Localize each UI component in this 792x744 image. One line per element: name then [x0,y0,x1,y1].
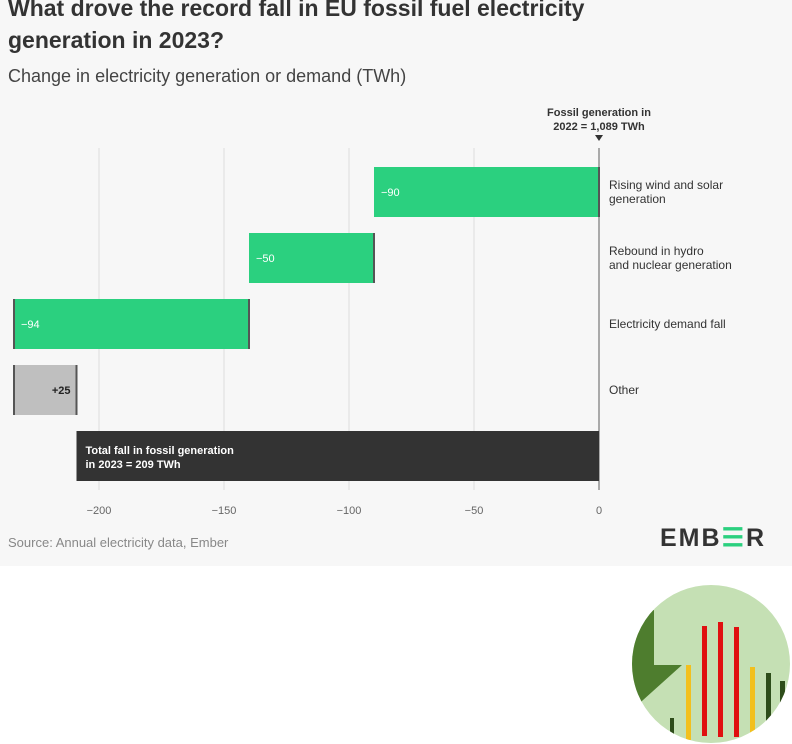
bar [76,431,599,481]
bar [374,167,599,217]
bar [249,233,374,283]
start-annotation-line: 2022 = 1,089 TWh [553,121,645,133]
category-label: Rebound in hydro and nuclear generation [609,244,732,272]
category-label-line: Rebound in hydro [609,244,704,258]
bar-value-label: −50 [256,253,275,265]
bar [14,299,249,349]
logo-text: R [745,524,767,552]
category-label: Other [609,383,639,397]
x-tick-label: −100 [337,505,362,517]
category-label-line: Electricity demand fall [609,317,726,331]
logo-e-icon: ☰ [721,524,746,552]
bar-value-label: −94 [21,319,40,331]
x-tick-label: −200 [87,505,112,517]
start-annotation-line: Fossil generation in [547,107,651,119]
bar-value-label: −90 [381,187,400,199]
chart-title: What drove the record fall in EU fossil … [8,0,585,53]
category-label: Rising wind and solar generation [609,178,723,206]
start-annotation: Fossil generation in 2022 = 1,089 TWh [520,106,678,134]
category-label-line: Rising wind and solar [609,178,724,192]
chart-panel: What drove the record fall in EU fossil … [8,0,766,553]
chart-subtitle: Change in electricity generation or dema… [8,66,407,86]
total-label: in 2023 = 209 TWh [86,459,181,471]
waterfall-chart: −200 −150 −100 −50 0 −90 −50 −94 +25 Total fall i… [13,148,602,517]
bar-value-label: +25 [52,385,71,397]
thumbnail-image [632,585,790,743]
x-tick-label: −50 [465,505,484,517]
logo-text: EMB [660,524,722,552]
ember-logo: EMB☰R [660,523,766,553]
x-tick-label: −150 [212,505,237,517]
x-tick-label: 0 [596,505,602,517]
down-arrow-icon [595,135,603,141]
source-note: Source: Annual electricity data, Ember [8,535,229,550]
bar-thumbnail-icon [632,610,785,740]
bar [14,365,77,415]
category-label-line: and nuclear generation [609,258,732,272]
category-label-line: generation [609,192,666,206]
category-label-line: Other [609,383,640,397]
total-label: Total fall in fossil generation [86,445,235,457]
category-label: Electricity demand fall [609,317,726,331]
